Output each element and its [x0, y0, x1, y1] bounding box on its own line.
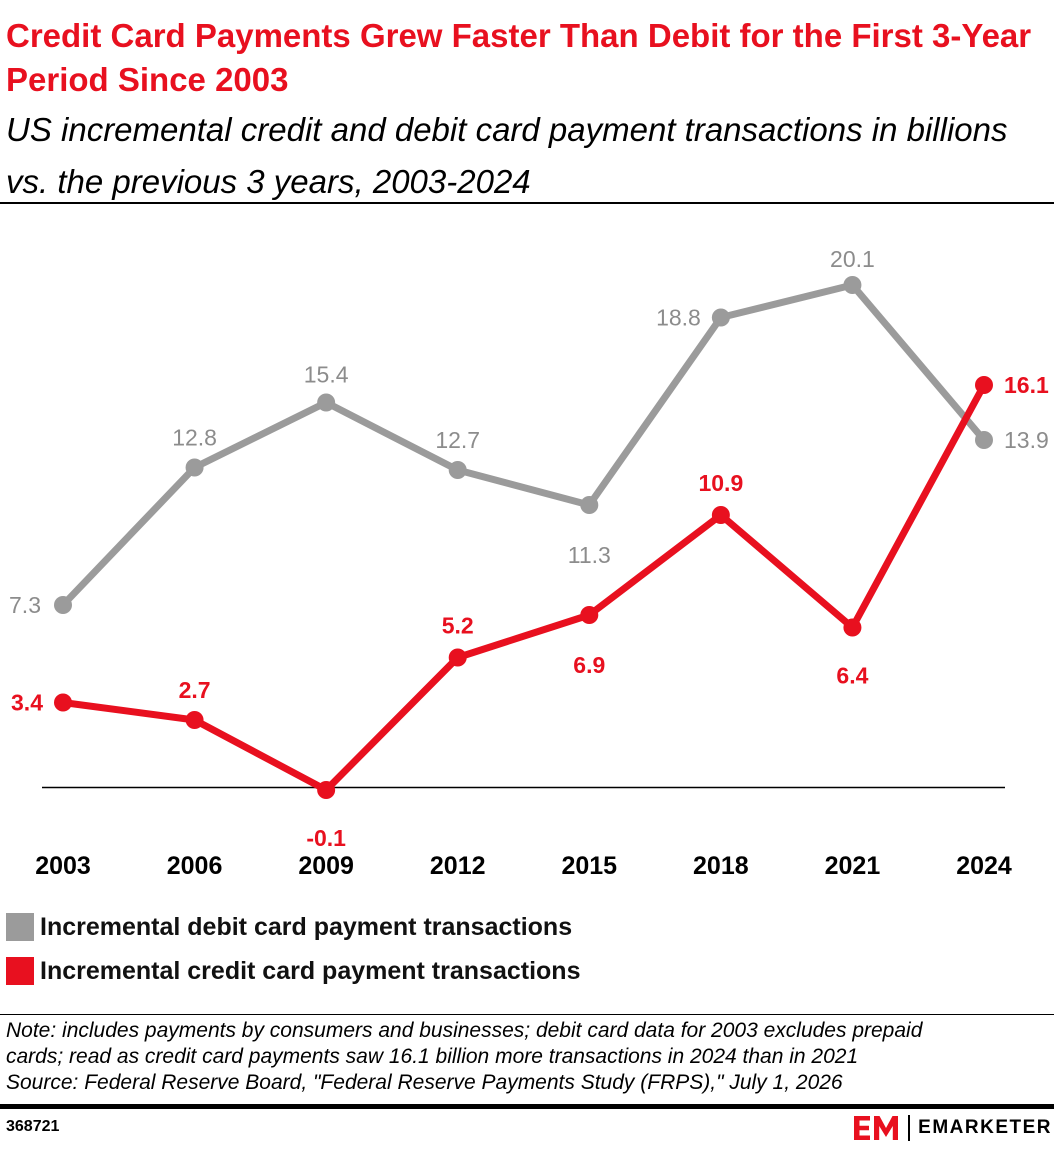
- x-tick-label: 2012: [430, 852, 486, 880]
- data-point-debit: [185, 458, 204, 477]
- data-label-debit: 20.1: [830, 246, 875, 272]
- chart-id: 368721: [6, 1118, 60, 1135]
- data-label-debit: 15.4: [304, 362, 349, 388]
- data-label-debit: 18.8: [656, 305, 701, 331]
- x-tick-label: 2003: [35, 852, 91, 880]
- data-point-credit: [317, 781, 336, 799]
- header-divider: [0, 202, 1054, 204]
- data-point-debit: [317, 393, 336, 412]
- data-label-debit: 12.7: [435, 427, 480, 453]
- data-label-credit: 10.9: [698, 470, 743, 496]
- data-label-debit: 11.3: [568, 542, 611, 568]
- brand-logo: EMARKETER: [854, 1115, 1052, 1141]
- chart-subtitle: US incremental credit and debit card pay…: [6, 111, 1008, 200]
- brand-name: EMARKETER: [918, 1117, 1052, 1138]
- data-label-debit: 7.3: [9, 592, 41, 618]
- data-point-credit: [711, 506, 730, 524]
- data-point-credit: [185, 711, 204, 729]
- chart-notes: Note: includes payments by consumers and…: [6, 1018, 1052, 1096]
- data-label-credit: 6.4: [836, 663, 868, 689]
- legend: Incremental debit card payment transacti…: [6, 906, 580, 994]
- x-tick-label: 2024: [956, 852, 1012, 880]
- data-point-credit: [448, 648, 467, 667]
- data-point-debit: [975, 431, 993, 449]
- x-tick-label: 2006: [167, 852, 223, 880]
- data-label-credit: 5.2: [442, 613, 474, 639]
- footer-divider: [0, 1014, 1054, 1015]
- data-label-credit: -0.1: [306, 825, 346, 851]
- legend-label-debit: Incremental debit card payment transacti…: [40, 912, 573, 941]
- legend-swatch-debit: [6, 913, 34, 941]
- source-line: Source: Federal Reserve Board, "Federal …: [6, 1071, 843, 1094]
- data-point-credit: [975, 376, 993, 394]
- legend-item-credit: Incremental credit card payment transact…: [6, 950, 580, 992]
- legend-swatch-credit: [6, 957, 34, 985]
- series-line-debit: [59, 281, 988, 609]
- data-point-debit: [54, 596, 72, 614]
- em-logo-icon: [854, 1115, 900, 1141]
- x-tick-label: 2009: [298, 852, 354, 880]
- data-point-credit: [843, 618, 862, 637]
- x-tick-label: 2021: [825, 852, 881, 880]
- data-point-credit: [580, 606, 599, 624]
- note-line-2: cards; read as credit card payments saw …: [6, 1045, 859, 1068]
- x-tick-label: 2018: [693, 852, 749, 880]
- legend-label-credit: Incremental credit card payment transact…: [40, 956, 581, 985]
- data-point-debit: [843, 276, 862, 294]
- chart-title: Credit Card Payments Grew Faster Than De…: [6, 17, 1032, 98]
- brand-separator: [908, 1115, 911, 1141]
- data-label-credit: 16.1: [1004, 372, 1049, 398]
- data-label-credit: 6.9: [573, 652, 605, 678]
- bottom-divider: [0, 1104, 1054, 1109]
- line-chart: 2003 2006 2009 2012 2015 2018 2021 2024 7.3 12.8 1…: [9, 246, 1049, 880]
- data-label-credit: 2.7: [179, 677, 211, 703]
- data-point-debit: [580, 496, 599, 514]
- data-label-debit: 13.9: [1004, 427, 1049, 453]
- legend-item-debit: Incremental debit card payment transacti…: [6, 906, 580, 948]
- data-point-debit: [448, 461, 467, 479]
- data-point-credit: [54, 693, 72, 712]
- data-label-debit: 12.8: [172, 425, 217, 451]
- data-point-debit: [711, 308, 730, 327]
- series-line-credit: [59, 381, 988, 794]
- x-tick-label: 2015: [561, 852, 617, 880]
- note-line-1: Note: includes payments by consumers and…: [6, 1019, 923, 1042]
- data-label-credit: 3.4: [11, 690, 43, 716]
